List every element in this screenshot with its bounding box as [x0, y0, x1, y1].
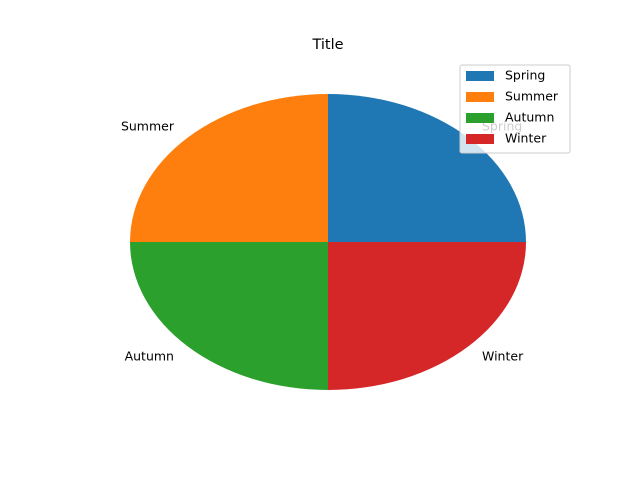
- legend: Spring Summer Autumn Winter: [459, 64, 571, 154]
- pie-slice-autumn: [130, 242, 328, 390]
- pie-slice-summer: [130, 94, 328, 242]
- legend-swatch-spring: [466, 71, 494, 81]
- legend-frame: [459, 64, 571, 154]
- pie-slice-spring: [328, 94, 526, 242]
- chart-title: Title: [311, 37, 343, 53]
- pie-slice-winter: [328, 242, 526, 390]
- slice-label-autumn: Autumn: [125, 349, 174, 364]
- legend-swatch-winter: [466, 134, 494, 144]
- legend-swatch-summer: [466, 92, 494, 102]
- legend-label-autumn: Autumn: [505, 110, 554, 125]
- legend-label-winter: Winter: [505, 131, 547, 146]
- legend-swatch-autumn: [466, 113, 494, 123]
- legend-label-summer: Summer: [505, 89, 559, 104]
- slice-label-summer: Summer: [121, 118, 175, 133]
- pie-slices: [130, 94, 526, 390]
- slice-label-winter: Winter: [482, 349, 524, 364]
- legend-label-spring: Spring: [505, 68, 545, 83]
